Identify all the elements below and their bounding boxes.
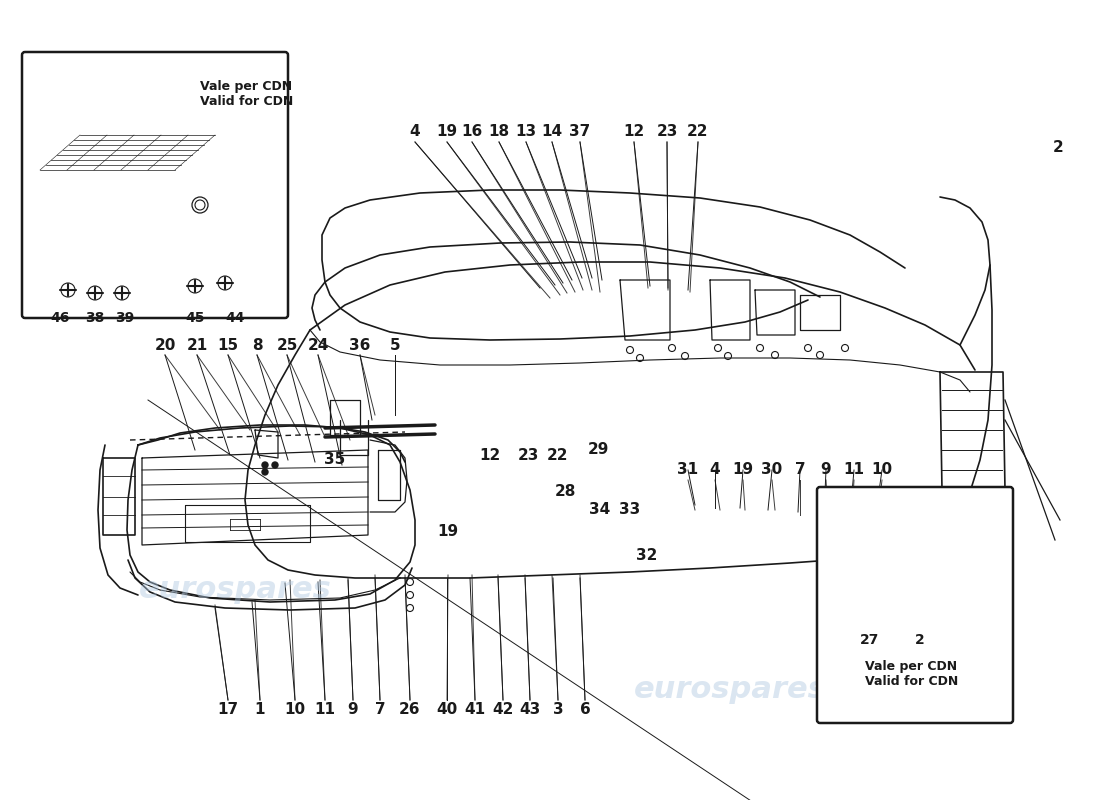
Text: Vale per CDN
Valid for CDN: Vale per CDN Valid for CDN (200, 80, 294, 108)
Text: 26: 26 (399, 702, 420, 718)
Text: 8: 8 (252, 338, 262, 353)
Text: 11: 11 (844, 462, 865, 478)
Circle shape (262, 462, 268, 468)
Text: 12: 12 (624, 125, 645, 139)
Text: 18: 18 (488, 125, 509, 139)
Text: Vale per CDN
Valid for CDN: Vale per CDN Valid for CDN (865, 660, 958, 688)
Text: 7: 7 (375, 702, 385, 718)
Text: 10: 10 (285, 702, 306, 718)
Text: eurospares: eurospares (139, 575, 331, 605)
Text: 15: 15 (218, 338, 239, 353)
Text: 17: 17 (218, 702, 239, 718)
Text: 19: 19 (438, 525, 459, 539)
Text: 2: 2 (1053, 141, 1064, 155)
Text: 11: 11 (315, 702, 336, 718)
Text: 12: 12 (480, 447, 501, 462)
Text: 9: 9 (348, 702, 359, 718)
Text: 43: 43 (519, 702, 540, 718)
Text: 1: 1 (255, 702, 265, 718)
Circle shape (272, 462, 278, 468)
Text: 22: 22 (548, 447, 569, 462)
Text: 31: 31 (678, 462, 698, 478)
Text: 3: 3 (552, 702, 563, 718)
Text: 23: 23 (517, 447, 539, 462)
Text: 40: 40 (437, 702, 458, 718)
Text: 23: 23 (657, 125, 678, 139)
Text: 4: 4 (409, 125, 420, 139)
Text: 42: 42 (493, 702, 514, 718)
FancyBboxPatch shape (817, 487, 1013, 723)
Text: 27: 27 (860, 633, 880, 647)
Text: 4: 4 (710, 462, 720, 478)
Text: 33: 33 (619, 502, 640, 518)
Text: 38: 38 (86, 311, 104, 325)
Text: 36: 36 (350, 338, 371, 353)
Text: 32: 32 (636, 549, 658, 563)
Text: 5: 5 (389, 338, 400, 353)
Text: 19: 19 (437, 125, 458, 139)
Text: 20: 20 (154, 338, 176, 353)
Text: 2: 2 (915, 633, 925, 647)
Text: 10: 10 (871, 462, 892, 478)
Text: 29: 29 (587, 442, 608, 458)
Text: 14: 14 (541, 125, 562, 139)
Text: 34: 34 (590, 502, 610, 518)
Text: 22: 22 (688, 125, 708, 139)
Text: 6: 6 (580, 702, 591, 718)
Text: 30: 30 (761, 462, 782, 478)
Text: 7: 7 (794, 462, 805, 478)
Text: 24: 24 (307, 338, 329, 353)
Text: eurospares: eurospares (634, 675, 826, 705)
Text: 46: 46 (51, 311, 69, 325)
Text: 19: 19 (733, 462, 754, 478)
Text: 35: 35 (324, 453, 345, 467)
FancyBboxPatch shape (22, 52, 288, 318)
Text: 16: 16 (461, 125, 483, 139)
Text: 25: 25 (276, 338, 298, 353)
Text: 37: 37 (570, 125, 591, 139)
Text: 21: 21 (186, 338, 208, 353)
Text: 13: 13 (516, 125, 537, 139)
Circle shape (262, 469, 268, 475)
Text: 44: 44 (226, 311, 244, 325)
Text: 39: 39 (116, 311, 134, 325)
Text: 41: 41 (464, 702, 485, 718)
Text: 9: 9 (821, 462, 832, 478)
Text: 28: 28 (554, 485, 575, 499)
Text: 45: 45 (185, 311, 205, 325)
